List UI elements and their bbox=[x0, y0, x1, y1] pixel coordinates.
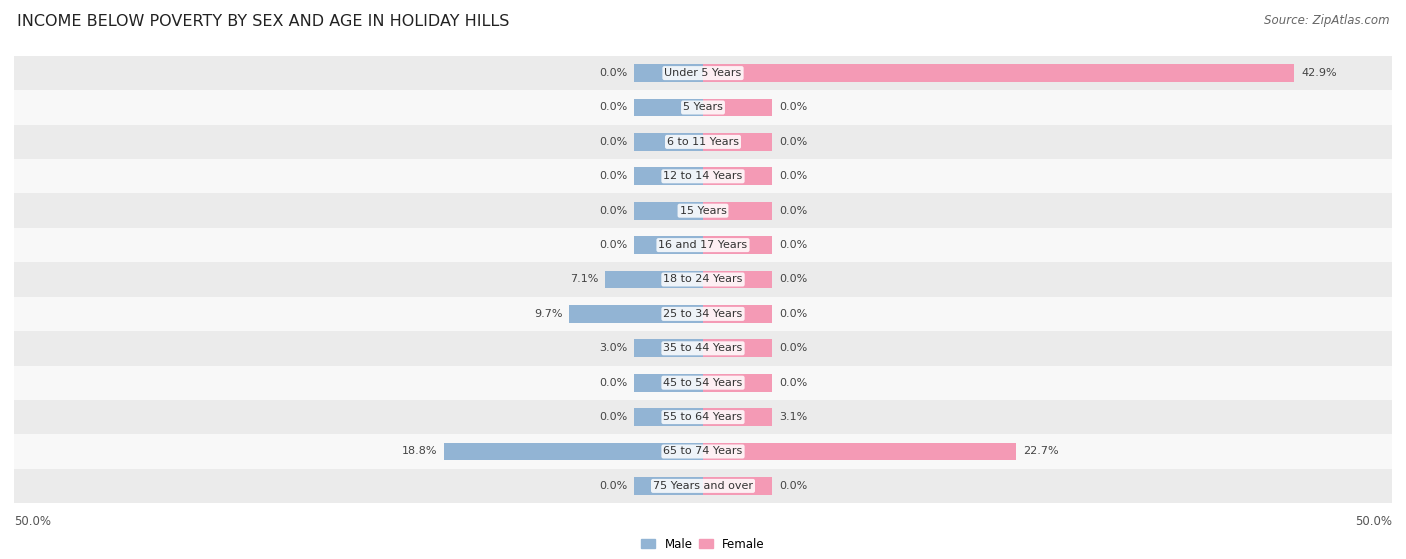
Bar bbox=[703, 202, 772, 220]
Text: 0.0%: 0.0% bbox=[599, 240, 627, 250]
Text: 22.7%: 22.7% bbox=[1022, 447, 1059, 457]
Text: 0.0%: 0.0% bbox=[779, 481, 807, 491]
Bar bbox=[634, 477, 703, 495]
Bar bbox=[444, 443, 703, 461]
Bar bbox=[634, 236, 703, 254]
Text: 0.0%: 0.0% bbox=[599, 206, 627, 216]
Text: 0.0%: 0.0% bbox=[599, 412, 627, 422]
Text: 0.0%: 0.0% bbox=[599, 102, 627, 112]
Text: Under 5 Years: Under 5 Years bbox=[665, 68, 741, 78]
Bar bbox=[14, 400, 1392, 434]
Bar bbox=[14, 331, 1392, 366]
Bar bbox=[14, 193, 1392, 228]
Text: 0.0%: 0.0% bbox=[779, 171, 807, 181]
Bar bbox=[605, 271, 703, 288]
Text: 0.0%: 0.0% bbox=[779, 309, 807, 319]
Text: 50.0%: 50.0% bbox=[14, 515, 51, 528]
Bar bbox=[14, 125, 1392, 159]
Text: 25 to 34 Years: 25 to 34 Years bbox=[664, 309, 742, 319]
Text: 0.0%: 0.0% bbox=[779, 240, 807, 250]
Bar bbox=[703, 305, 772, 323]
Text: 55 to 64 Years: 55 to 64 Years bbox=[664, 412, 742, 422]
Text: 9.7%: 9.7% bbox=[534, 309, 562, 319]
Bar bbox=[14, 262, 1392, 297]
Text: INCOME BELOW POVERTY BY SEX AND AGE IN HOLIDAY HILLS: INCOME BELOW POVERTY BY SEX AND AGE IN H… bbox=[17, 14, 509, 29]
Text: 0.0%: 0.0% bbox=[779, 378, 807, 388]
Text: 0.0%: 0.0% bbox=[599, 137, 627, 147]
Text: 42.9%: 42.9% bbox=[1301, 68, 1337, 78]
Bar bbox=[703, 64, 1294, 82]
Text: 0.0%: 0.0% bbox=[779, 343, 807, 353]
Text: 18.8%: 18.8% bbox=[402, 447, 437, 457]
Bar bbox=[14, 159, 1392, 193]
Text: 0.0%: 0.0% bbox=[779, 206, 807, 216]
Text: 35 to 44 Years: 35 to 44 Years bbox=[664, 343, 742, 353]
Bar bbox=[703, 408, 772, 426]
Text: 15 Years: 15 Years bbox=[679, 206, 727, 216]
Text: 0.0%: 0.0% bbox=[599, 171, 627, 181]
Text: 0.0%: 0.0% bbox=[599, 481, 627, 491]
Bar bbox=[14, 297, 1392, 331]
Bar bbox=[634, 133, 703, 151]
Text: 3.1%: 3.1% bbox=[779, 412, 807, 422]
Text: 65 to 74 Years: 65 to 74 Years bbox=[664, 447, 742, 457]
Bar bbox=[14, 434, 1392, 468]
Text: 7.1%: 7.1% bbox=[569, 274, 599, 285]
Bar bbox=[569, 305, 703, 323]
Bar bbox=[703, 374, 772, 392]
Bar bbox=[703, 443, 1015, 461]
Bar bbox=[14, 91, 1392, 125]
Text: 16 and 17 Years: 16 and 17 Years bbox=[658, 240, 748, 250]
Bar bbox=[14, 468, 1392, 503]
Text: 3.0%: 3.0% bbox=[599, 343, 627, 353]
Bar bbox=[634, 202, 703, 220]
Text: 50.0%: 50.0% bbox=[1355, 515, 1392, 528]
Bar bbox=[634, 167, 703, 185]
Bar bbox=[703, 236, 772, 254]
Bar bbox=[634, 98, 703, 116]
Text: 0.0%: 0.0% bbox=[599, 68, 627, 78]
Bar bbox=[14, 228, 1392, 262]
Bar bbox=[634, 64, 703, 82]
Text: 75 Years and over: 75 Years and over bbox=[652, 481, 754, 491]
Bar bbox=[634, 374, 703, 392]
Text: 45 to 54 Years: 45 to 54 Years bbox=[664, 378, 742, 388]
Bar bbox=[14, 366, 1392, 400]
Text: 18 to 24 Years: 18 to 24 Years bbox=[664, 274, 742, 285]
Legend: Male, Female: Male, Female bbox=[637, 533, 769, 555]
Text: 12 to 14 Years: 12 to 14 Years bbox=[664, 171, 742, 181]
Bar bbox=[703, 98, 772, 116]
Bar bbox=[703, 271, 772, 288]
Bar bbox=[703, 133, 772, 151]
Text: 0.0%: 0.0% bbox=[599, 378, 627, 388]
Bar bbox=[634, 408, 703, 426]
Bar bbox=[703, 167, 772, 185]
Bar bbox=[634, 339, 703, 357]
Text: 0.0%: 0.0% bbox=[779, 102, 807, 112]
Bar bbox=[703, 477, 772, 495]
Text: 6 to 11 Years: 6 to 11 Years bbox=[666, 137, 740, 147]
Text: Source: ZipAtlas.com: Source: ZipAtlas.com bbox=[1264, 14, 1389, 27]
Bar bbox=[14, 56, 1392, 91]
Bar bbox=[703, 339, 772, 357]
Text: 0.0%: 0.0% bbox=[779, 274, 807, 285]
Text: 0.0%: 0.0% bbox=[779, 137, 807, 147]
Text: 5 Years: 5 Years bbox=[683, 102, 723, 112]
